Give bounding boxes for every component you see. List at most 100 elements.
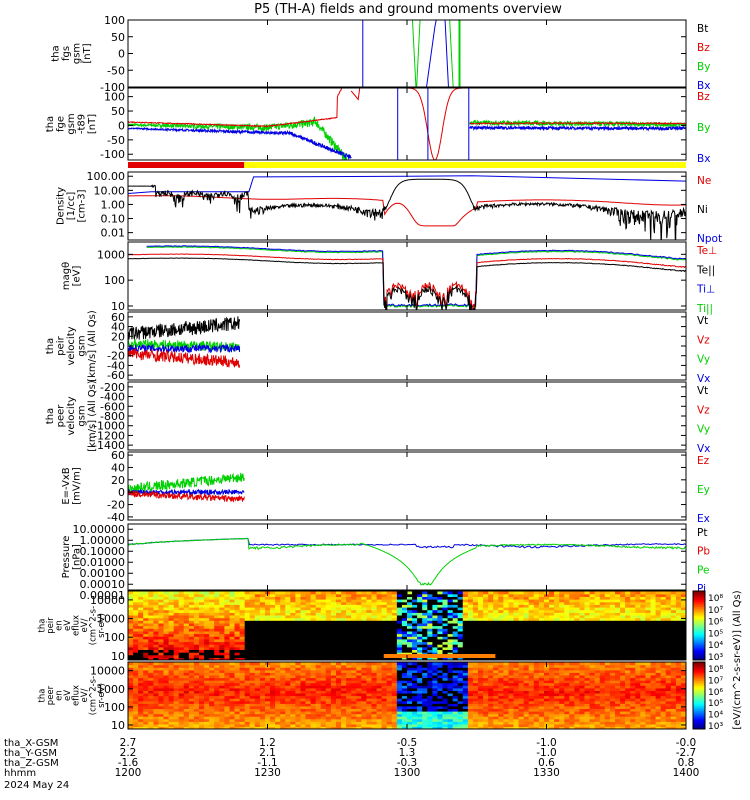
heat-cell [336,680,342,684]
heat-cell [442,687,449,691]
heat-cell [178,606,185,611]
heat-cell [259,721,266,725]
heat-cell [158,617,165,621]
heat-cell [153,664,160,668]
heat-cell [336,657,342,660]
heat-cell [265,677,271,681]
heat-cell [178,698,185,702]
heat-cell [655,638,662,643]
heat-cell [188,685,195,689]
heat-cell [655,601,662,605]
heat-cell [615,606,621,611]
heat-cell [199,687,205,691]
heat-cell [478,617,484,621]
heat-cell [589,591,596,595]
heat-cell [584,654,591,658]
heat-cell [447,685,454,689]
heat-cell [381,614,388,619]
heat-cell [549,657,555,660]
heat-cell [361,672,367,676]
heat-cell [290,633,296,637]
heat-cell [336,606,342,611]
heat-cell [259,620,266,624]
heat-cell [168,708,175,712]
heat-cell [275,726,281,729]
heat-cell [584,604,591,608]
heat-cell [625,622,631,627]
heat-cell [224,711,231,715]
heat-cell [168,690,175,694]
heat-cell [239,726,246,729]
heat-cell [422,652,428,656]
heat-cell [259,630,266,635]
heat-cell [391,703,398,707]
heat-cell [183,617,190,621]
heat-cell [300,609,307,613]
heat-cell [300,657,307,660]
heat-cell [351,682,357,686]
heat-cell [265,620,271,624]
heat-cell [452,700,459,704]
heat-cell [640,625,646,629]
heat-cell [209,698,215,702]
series-bx [426,20,437,87]
ylabel: tha peir velocity gsm [km/s] (All Qs) [45,310,98,382]
heat-cell [148,599,154,603]
heat-cell [214,614,220,619]
heat-cell [381,622,388,627]
heat-cell [462,638,469,643]
heat-cell [341,705,347,709]
heat-cell [219,713,225,717]
heat-cell [401,625,408,629]
heat-cell [412,599,418,603]
heat-cell [295,612,302,616]
heat-cell [163,606,170,611]
heat-cell [280,596,286,600]
heat-cell [295,698,302,702]
heat-cell [346,674,352,679]
heat-cell [472,649,479,653]
ytick-label: -100 [100,148,125,161]
heat-cell [315,667,322,671]
heat-cell [183,703,190,707]
heat-cell [493,628,499,632]
heat-cell [188,620,195,624]
heat-cell [457,690,464,694]
heat-cell [584,652,591,656]
heat-cell [315,606,322,611]
heat-cell [422,628,428,632]
heat-cell [361,646,367,650]
heat-cell [305,604,312,608]
heat-cell [417,641,423,645]
heat-cell [138,703,144,707]
heat-cell [574,599,581,603]
heat-cell [412,703,418,707]
heat-cell [143,690,149,694]
heat-cell [270,633,276,637]
heat-cell [569,628,575,632]
heat-cell [366,606,373,611]
heat-cell [665,593,672,597]
heat-cell [158,705,165,709]
heat-cell [366,654,373,658]
heat-cell [452,620,459,624]
heat-cell [569,652,575,656]
heat-cell [467,677,474,681]
heat-cell [412,630,418,635]
heat-cell [361,669,367,673]
heat-cell [620,591,626,595]
heat-cell [432,609,439,613]
heat-cell [300,705,307,709]
heat-cell [133,612,139,616]
heat-cell [163,593,170,597]
heat-cell [199,620,205,624]
heat-cell [604,609,611,613]
heat-cell [518,625,525,629]
heat-cell [310,711,317,715]
heat-cell [173,664,180,668]
heat-cell [178,657,185,660]
heat-cell [285,680,291,684]
heat-cell [518,609,525,613]
heat-cell [204,633,210,637]
heat-cell [680,646,686,650]
